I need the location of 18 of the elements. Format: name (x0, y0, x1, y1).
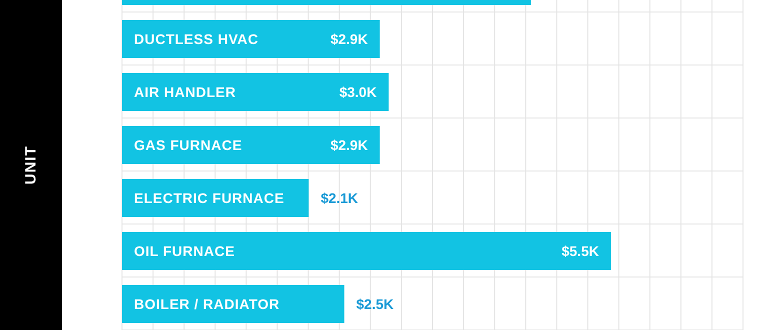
y-tick-label: OIL FURNACE (134, 242, 235, 259)
y-tick-label: ELECTRIC FURNACE (134, 190, 284, 206)
data-label: $2.9K (330, 30, 368, 47)
data-label: $2.5K (356, 296, 394, 312)
bar (122, 232, 611, 270)
bar (122, 20, 380, 58)
bar (122, 285, 344, 323)
data-label: $2.1K (320, 190, 358, 206)
y-tick-label: GAS FURNACE (134, 136, 242, 153)
y-tick-label: AIR HANDLER (134, 84, 236, 100)
y-tick-label: DUCTLESS HVAC (134, 30, 258, 47)
data-label: $3.0K (339, 84, 377, 100)
y-tick-label: BOILER / RADIATOR (134, 296, 280, 312)
bar (122, 73, 389, 111)
bar (122, 126, 380, 164)
text: UNIT (22, 146, 40, 184)
data-label: $5.5K (562, 242, 599, 259)
data-label: $2.9K (330, 136, 368, 153)
